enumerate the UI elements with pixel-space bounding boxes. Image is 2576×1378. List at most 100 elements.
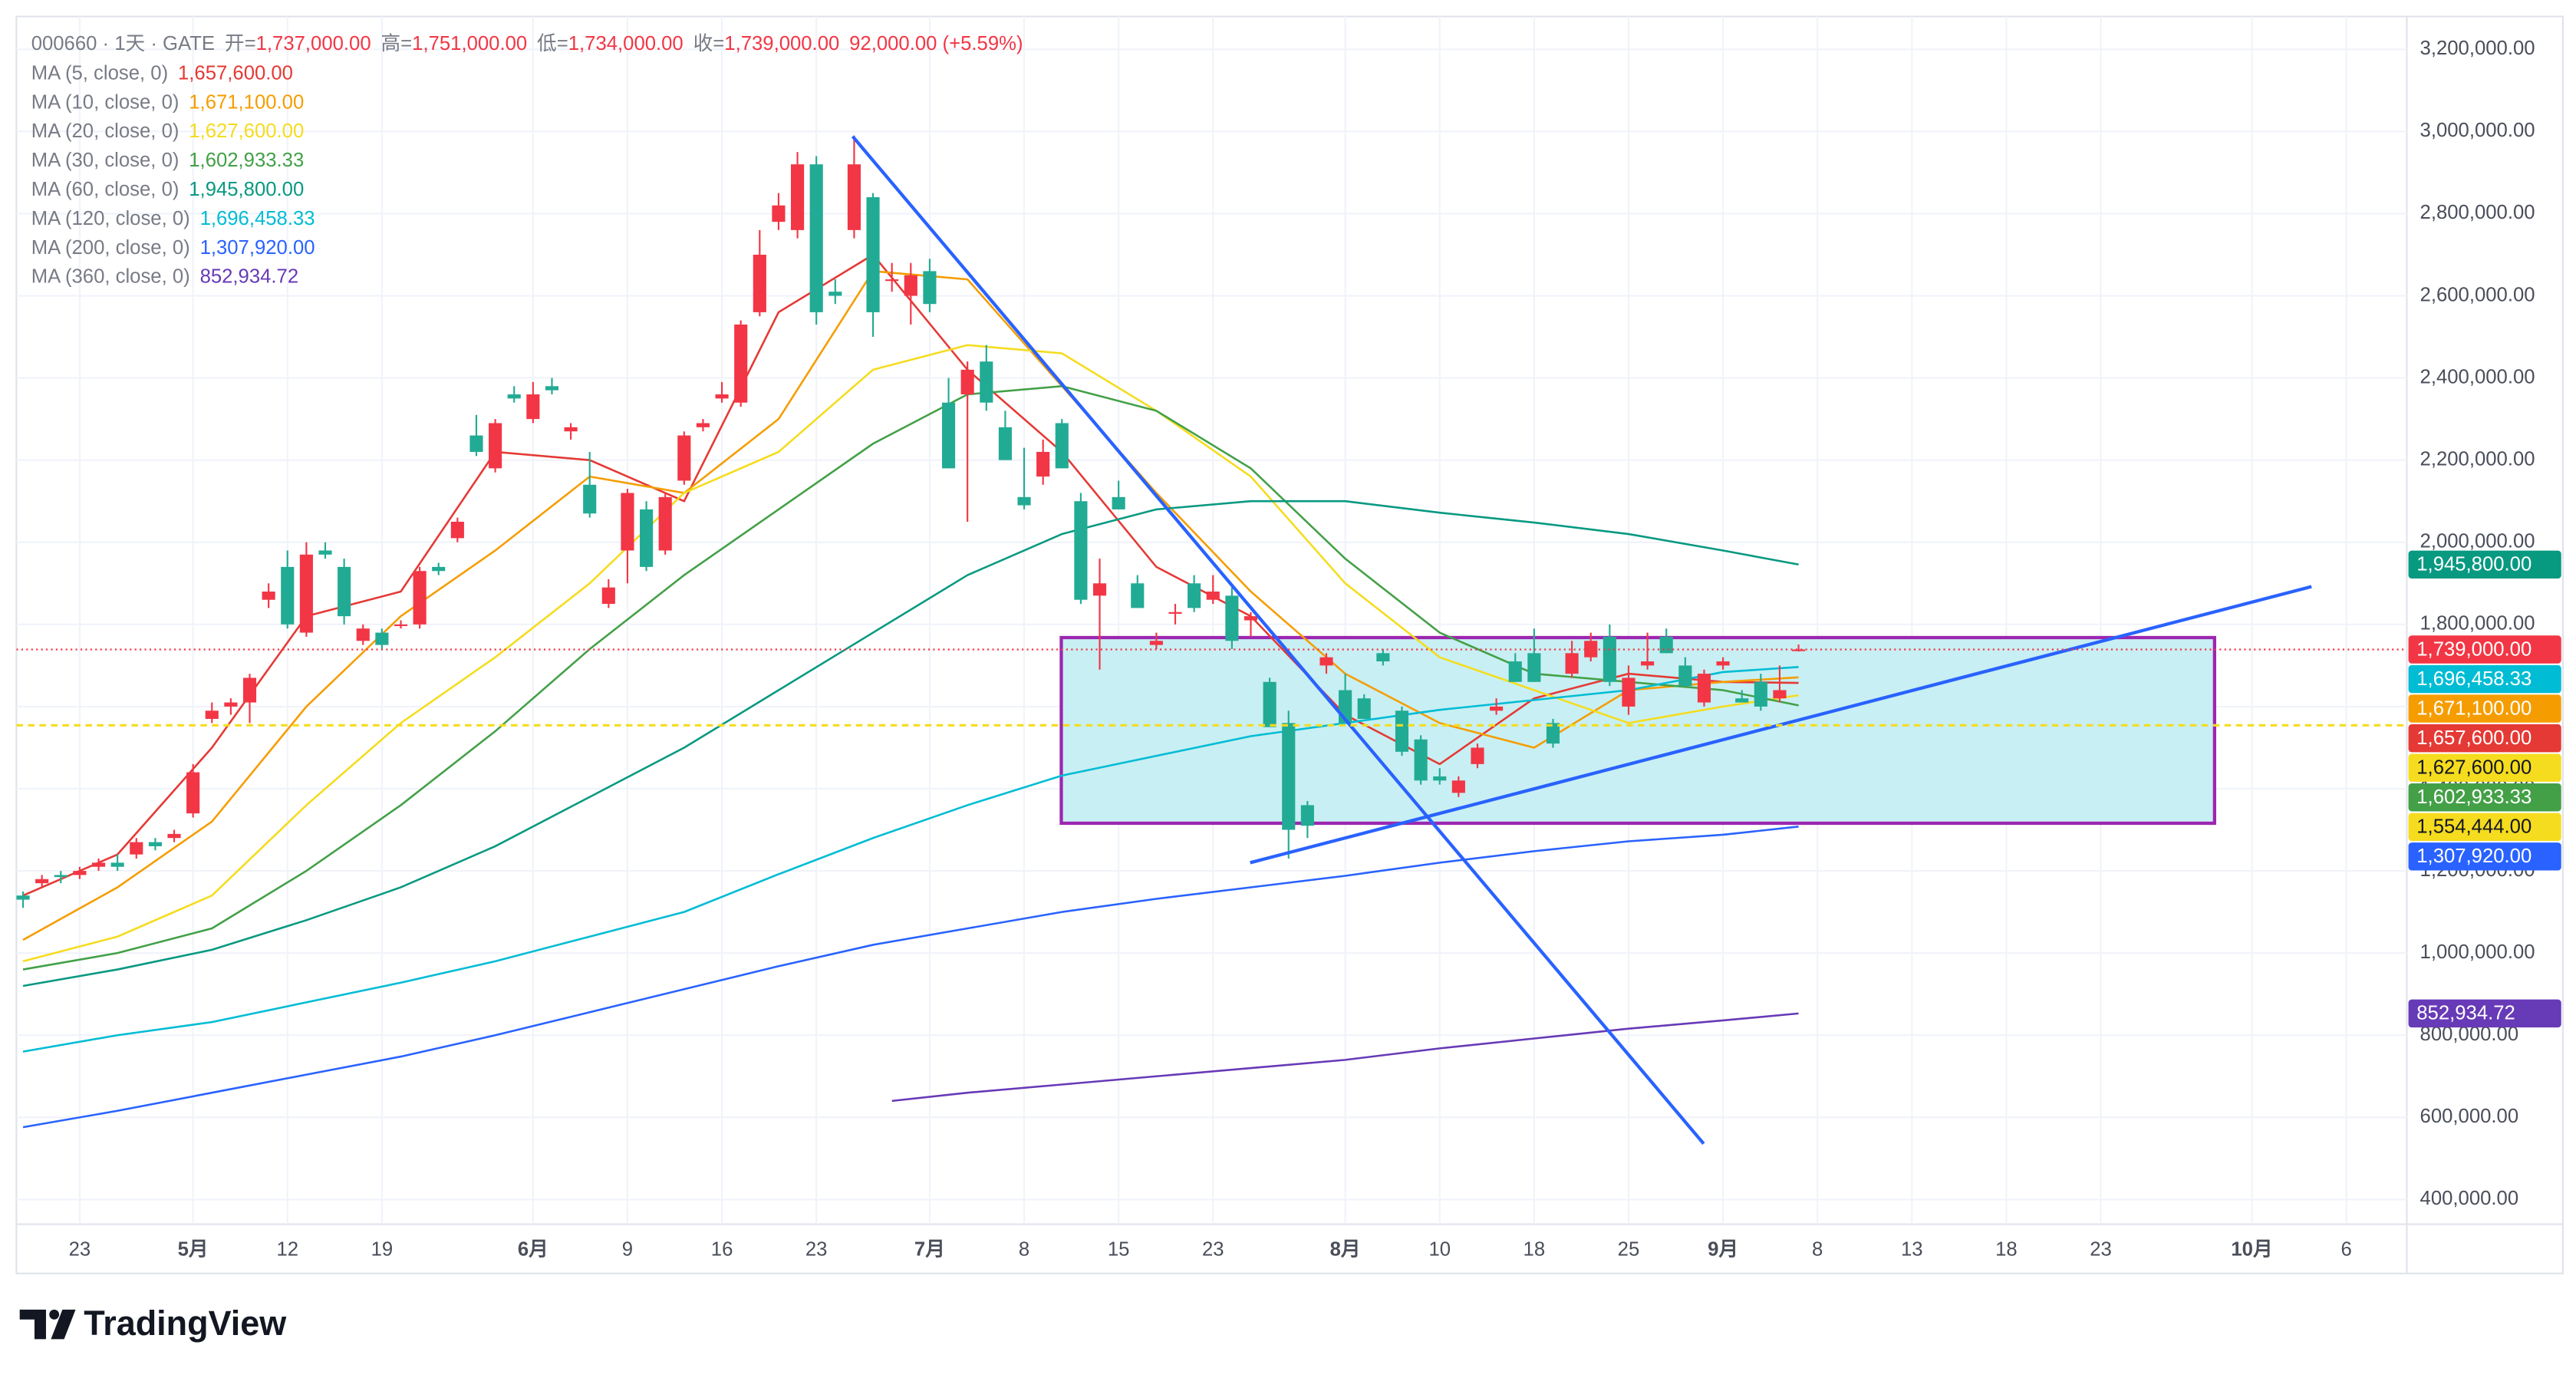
logo-dot (49, 1309, 60, 1320)
candle-body (1471, 747, 1484, 764)
ohlc-value: 1,737,000.00 (256, 33, 371, 54)
ma-line (22, 270, 1799, 941)
legend-name: MA (360, close, 0) (31, 266, 190, 288)
candle-body (54, 875, 68, 878)
candle-body (1641, 661, 1655, 666)
x-tick-label: 13 (1901, 1239, 1923, 1261)
candle-body (1792, 649, 1806, 651)
candle-body (1716, 661, 1730, 666)
x-tick-label: 15 (1108, 1239, 1130, 1261)
candle-body (1300, 805, 1314, 826)
candle-body (1451, 780, 1465, 793)
candle-body (998, 427, 1012, 460)
candle-body (677, 435, 691, 481)
horizontal-lines (16, 648, 2407, 727)
legend-value: 1,602,933.33 (189, 150, 304, 171)
candle-body (110, 862, 124, 867)
brand: TradingView (84, 1304, 287, 1343)
price-badge (2408, 813, 2561, 841)
x-tick-label: 25 (1618, 1239, 1640, 1261)
price-badge-label: 1,945,800.00 (2416, 554, 2532, 575)
ma-lines (22, 253, 1799, 1129)
price-badges: 1,945,800.00 1,739,000.00 1,696,458.33 1,67… (2408, 550, 2561, 1028)
y-tick-label: 400,000.00 (2420, 1188, 2519, 1209)
ma-line (22, 826, 1799, 1129)
y-tick-label: 2,800,000.00 (2420, 202, 2535, 223)
candle-body (658, 496, 672, 551)
candle-body (696, 423, 710, 427)
candle-body (1188, 583, 1201, 608)
x-tick-label: 23 (805, 1239, 828, 1261)
candle-body (1206, 592, 1220, 600)
candle-body (318, 550, 332, 555)
price-badge-label: 1,602,933.33 (2416, 786, 2532, 808)
ma-line (22, 253, 1799, 897)
axes: 400,000.00600,000.00800,000.001,000,000.… (69, 38, 2535, 1260)
legend-value: 1,671,100.00 (189, 91, 304, 113)
legend: MA (5, close, 0) 1,657,600.00 MA (10, clos… (31, 62, 315, 287)
candle-body (91, 862, 106, 867)
ma-line (22, 665, 1799, 1053)
candle-body (601, 587, 615, 605)
x-tick-label: 8 (1812, 1239, 1823, 1261)
candle-body (772, 205, 786, 223)
candle-body (904, 275, 917, 296)
ohlc-value: 1,739,000.00 (724, 33, 839, 54)
ohlc-value: 1,734,000.00 (568, 33, 684, 54)
legend-name: MA (20, close, 0) (31, 120, 180, 142)
candle-body (450, 521, 464, 539)
x-tick-label: 23 (2090, 1239, 2112, 1261)
candle-body (73, 871, 87, 875)
legend-entry: MA (20, close, 0) 1,627,600.00 (31, 120, 305, 142)
price-badge (2408, 724, 2561, 753)
x-tick-label: 23 (1202, 1239, 1224, 1261)
frame (15, 15, 2564, 1274)
x-tick-label: 6月 (518, 1239, 548, 1261)
y-tick-label: 2,400,000.00 (2420, 366, 2535, 387)
candle-body (960, 369, 974, 395)
x-tick-label: 10月 (2231, 1239, 2272, 1261)
y-tick-label: 1,000,000.00 (2420, 941, 2535, 963)
candle-body (1735, 698, 1749, 703)
candle-body (35, 879, 49, 884)
legend-entry: MA (60, close, 0) 1,945,800.00 (31, 179, 305, 200)
logo-slash (51, 1309, 76, 1340)
candle-body (1527, 653, 1541, 682)
x-tick-label: 5月 (178, 1239, 209, 1261)
candle-body (224, 702, 238, 707)
x-tick-label: 6 (2340, 1239, 2351, 1261)
candle-body (1168, 612, 1182, 614)
candle-body (980, 361, 993, 403)
legend-name: MA (5, close, 0) (31, 62, 168, 84)
price-badge (2408, 842, 2561, 871)
candle-body (356, 628, 370, 641)
x-tick-label: 16 (711, 1239, 733, 1261)
candle-body (1282, 723, 1296, 830)
ohlc-name: 低= (537, 32, 568, 54)
x-tick-label: 19 (371, 1239, 394, 1261)
price-badge (2408, 664, 2561, 694)
candle-body (375, 632, 389, 645)
candle-body (1319, 657, 1333, 666)
y-tick-label: 3,000,000.00 (2420, 120, 2535, 141)
x-tick-label: 23 (69, 1239, 91, 1261)
trend-line (851, 135, 1705, 1145)
candle-body (1092, 583, 1107, 596)
candle-body (262, 592, 275, 600)
legend-name: MA (200, close, 0) (31, 237, 190, 259)
candle-body (809, 164, 823, 312)
candle-body (885, 279, 899, 282)
price-badge (2408, 999, 2561, 1028)
candle-body (432, 566, 446, 572)
candle-body (338, 566, 351, 617)
legend-name: MA (10, close, 0) (31, 91, 180, 113)
candle-body (753, 254, 766, 312)
candle-body (828, 292, 842, 296)
price-badge (2408, 694, 2561, 723)
candle-body (1244, 616, 1258, 621)
candle-body (847, 164, 861, 230)
candle-body (1603, 636, 1616, 682)
candle-body (1622, 677, 1636, 707)
ma-line (891, 1012, 1799, 1103)
candle-body (1433, 776, 1447, 781)
